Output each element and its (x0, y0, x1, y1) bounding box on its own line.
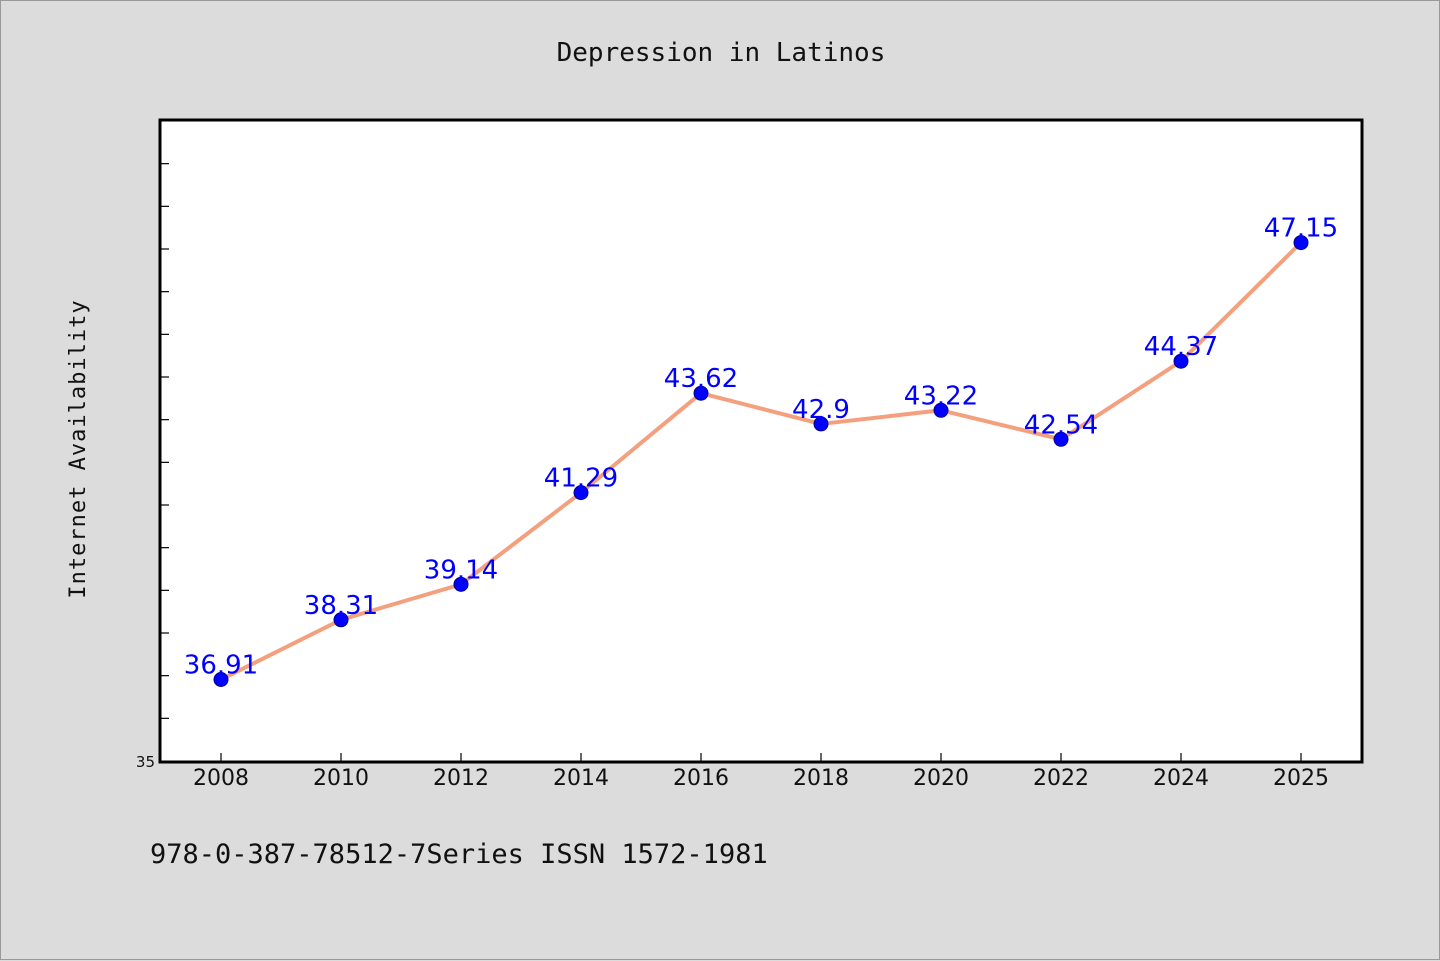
data-point (333, 612, 349, 628)
chart-title: Depression in Latinos (557, 38, 886, 68)
data-label: 39.14 (424, 555, 498, 585)
x-tick-label: 2024 (1153, 766, 1209, 791)
x-tick-label: 2012 (433, 766, 489, 791)
data-label: 42.9 (792, 395, 850, 425)
series-layer: 36.91 38.31 39.14 41.29 43.62 42.9 43.22 42.54 4… (184, 214, 1338, 688)
data-point (213, 672, 229, 688)
data-point (1173, 353, 1189, 369)
plot-area (158, 118, 1364, 764)
x-tick-label: 2020 (913, 766, 969, 791)
data-label: 41.29 (544, 464, 618, 494)
data-label: 44.37 (1144, 332, 1218, 362)
data-point (1053, 431, 1069, 447)
data-point (1293, 235, 1309, 251)
x-tick-label: 2022 (1033, 766, 1089, 791)
data-label: 47.15 (1264, 214, 1338, 244)
footer-isbn-text: 978-0-387-78512-7Series ISSN 1572-1981 (150, 839, 768, 870)
data-point (693, 385, 709, 401)
data-point (453, 576, 469, 592)
y-axis-label: Internet Availability (66, 299, 91, 598)
x-axis-ticks: 2008 2010 2012 2014 2016 2018 2020 2022 2024 2025 (193, 753, 1329, 791)
x-tick-label: 2016 (673, 766, 729, 791)
data-label: 43.22 (904, 381, 978, 411)
data-label: 42.54 (1024, 410, 1098, 440)
series-line (219, 240, 1303, 682)
x-tick-label: 2018 (793, 766, 849, 791)
y-tick-label: 35 (136, 753, 155, 771)
y-axis-ticks: 35 (136, 163, 169, 771)
x-tick-label: 2008 (193, 766, 249, 791)
x-tick-label: 2010 (313, 766, 369, 791)
data-point (933, 402, 949, 418)
data-label: 43.62 (664, 364, 738, 394)
data-point (573, 485, 589, 501)
x-tick-label: 2014 (553, 766, 609, 791)
data-label: 36.91 (184, 651, 258, 681)
data-label: 38.31 (304, 591, 378, 621)
data-point (813, 416, 829, 432)
x-tick-label: 2025 (1273, 766, 1329, 791)
